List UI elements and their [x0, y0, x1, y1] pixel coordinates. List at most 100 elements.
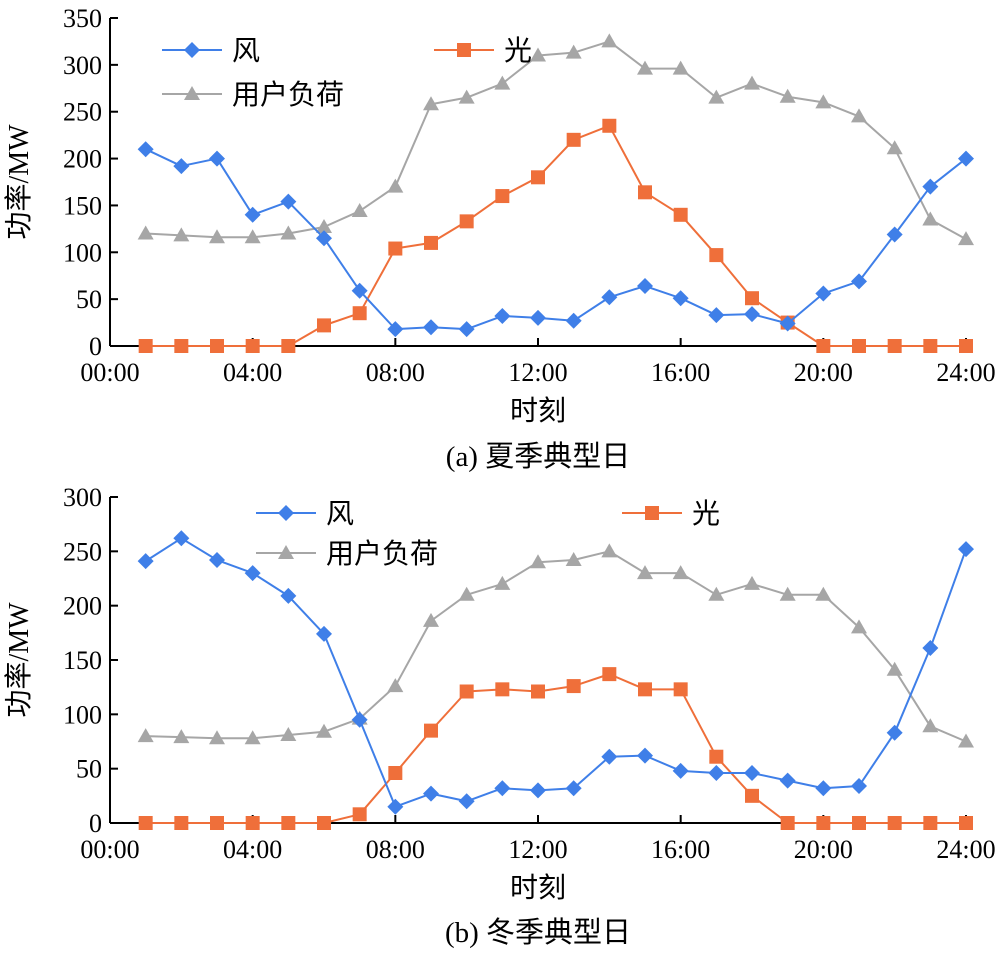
legend-winter: 风 光 用户负荷	[256, 498, 720, 570]
data-point-load	[851, 108, 867, 123]
y-tick-label: 300	[63, 483, 102, 512]
data-point-solar	[673, 682, 688, 697]
data-point-solar	[424, 723, 438, 738]
data-point-solar	[531, 684, 545, 699]
data-point-load	[708, 89, 725, 104]
y-tick-label: 350	[63, 4, 102, 33]
legend-marker-solar	[457, 43, 471, 57]
data-point-solar	[638, 682, 652, 697]
data-point-load	[316, 218, 332, 233]
data-point-solar	[281, 816, 296, 830]
y-tick-label: 50	[76, 755, 102, 784]
data-point-wind	[209, 150, 225, 167]
data-point-solar	[638, 185, 652, 200]
data-point-solar	[388, 241, 403, 256]
data-point-wind	[423, 319, 439, 336]
x-tick-label: 04:00	[223, 358, 282, 387]
data-point-solar	[352, 807, 367, 822]
data-point-wind	[744, 765, 760, 782]
data-point-solar	[959, 816, 973, 830]
x-axis-label-summer: 时刻	[510, 395, 566, 427]
data-point-solar	[317, 816, 331, 830]
caption-summer: (a) 夏季典型日	[446, 440, 630, 473]
legend-label-load: 用户负荷	[326, 538, 438, 570]
data-point-solar	[709, 749, 724, 764]
data-point-wind	[280, 193, 297, 210]
legend-summer: 风 光 用户负荷	[162, 35, 532, 111]
legend-marker-load	[278, 545, 294, 559]
legend-label-wind: 风	[232, 36, 260, 67]
data-point-load	[886, 140, 903, 155]
series-load	[137, 33, 974, 246]
y-tick-label: 300	[63, 51, 102, 80]
data-point-wind	[958, 541, 974, 558]
data-point-solar	[495, 189, 510, 204]
data-point-wind	[494, 308, 511, 325]
y-tick-label: 50	[76, 285, 102, 314]
data-point-wind	[779, 315, 796, 332]
data-point-wind	[530, 782, 546, 799]
x-tick-label: 00:00	[80, 358, 139, 387]
data-point-load	[423, 96, 439, 111]
data-point-wind	[886, 724, 903, 741]
axes-winter: 0 50 100 150 200 250 300 00:00 04:00 08:00 12:00 16…	[63, 483, 996, 864]
data-point-wind	[851, 778, 867, 795]
data-point-solar	[709, 248, 724, 263]
data-point-wind	[565, 312, 582, 329]
series-line-wind	[145, 537, 967, 808]
data-point-solar	[174, 816, 189, 830]
data-point-solar	[923, 816, 938, 830]
y-tick-label: 100	[63, 238, 102, 267]
legend-item-solar: 光	[622, 498, 720, 530]
data-point-load	[672, 565, 689, 580]
data-point-load	[672, 60, 689, 75]
data-point-wind	[387, 321, 404, 338]
data-point-load	[565, 552, 582, 567]
data-point-wind	[851, 273, 867, 290]
data-point-load	[886, 661, 903, 676]
data-point-solar	[887, 816, 902, 830]
axes-summer: 0 50 100 150 200 250 300 350 00:00 04:00 08:00 12:0…	[63, 4, 996, 387]
data-point-load	[815, 586, 832, 601]
data-point-wind	[494, 780, 511, 797]
legend-item-wind: 风	[162, 36, 260, 67]
data-point-load	[530, 47, 546, 62]
data-point-wind	[316, 625, 332, 642]
data-point-solar	[852, 339, 866, 353]
series-line-solar	[145, 673, 966, 824]
legend-item-load: 用户负荷	[256, 538, 438, 570]
data-point-solar	[566, 679, 581, 694]
data-point-load	[137, 225, 154, 240]
y-tick-label: 150	[63, 646, 102, 675]
data-point-load	[316, 723, 332, 738]
series-line-wind	[145, 148, 967, 331]
data-point-load	[458, 586, 475, 601]
data-point-wind	[815, 285, 832, 302]
legend-label-wind: 风	[326, 499, 354, 530]
legend-item-load: 用户负荷	[162, 79, 344, 111]
data-point-wind	[387, 798, 404, 815]
data-point-wind	[423, 785, 439, 802]
data-point-load	[351, 203, 368, 218]
data-point-solar	[245, 339, 260, 353]
data-point-wind	[672, 290, 689, 307]
data-point-wind	[886, 226, 903, 243]
series-summer	[137, 33, 974, 353]
x-tick-label: 08:00	[366, 835, 425, 864]
caption-winter: (b) 冬季典型日	[445, 916, 631, 949]
chart-summer: 0 50 100 150 200 250 300 350 00:00 04:00 08:00 12:0…	[3, 4, 996, 473]
y-tick-label: 250	[63, 98, 102, 127]
data-point-solar	[816, 816, 831, 830]
data-point-solar	[459, 684, 474, 699]
legend-item-solar: 光	[434, 35, 532, 67]
data-point-wind	[244, 565, 261, 582]
data-point-solar	[352, 306, 367, 321]
series-line-load	[145, 40, 967, 241]
x-tick-label: 24:00	[936, 835, 995, 864]
data-point-load	[779, 586, 796, 601]
y-tick-label: 250	[63, 537, 102, 566]
data-point-wind	[351, 711, 368, 728]
data-point-wind	[744, 306, 760, 323]
data-point-load	[494, 75, 511, 90]
